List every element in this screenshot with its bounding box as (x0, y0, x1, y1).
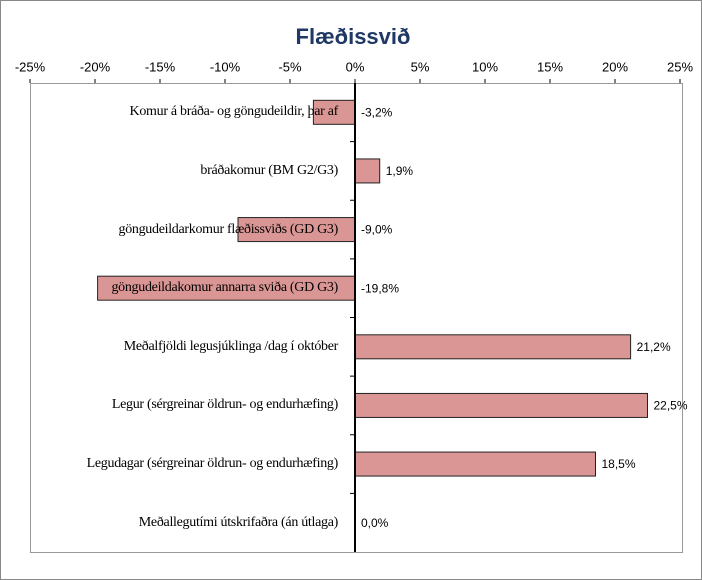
value-label: -9,0% (361, 223, 393, 237)
x-tick-label: 25% (667, 59, 693, 74)
value-label: -19,8% (361, 281, 399, 295)
x-tick-label: 10% (472, 59, 498, 74)
value-label: 1,9% (386, 164, 414, 178)
value-label: 21,2% (637, 340, 671, 354)
chart-title: Flæðissvið (296, 24, 411, 49)
category-label: göngudeildarkomur flæðissviðs (GD G3) (118, 221, 339, 237)
category-label: bráðakomur (BM G2/G3) (200, 162, 338, 178)
bar (312, 99, 356, 125)
category-label: Legur (sérgreinar öldrun- og endurhæfing… (111, 397, 338, 413)
x-tick-label: 15% (537, 59, 563, 74)
x-tick-label: 5% (411, 59, 430, 74)
x-tick-label: -20% (80, 59, 111, 74)
category-label: Meðalfjöldi legusjúklinga /dag í október (123, 338, 339, 354)
bar (354, 158, 381, 184)
x-tick-label: -25% (15, 59, 46, 74)
x-tick-label: 0% (346, 59, 365, 74)
bar (97, 275, 356, 301)
bar (354, 392, 648, 418)
category-label: Meðallegutími útskrifaðra (án útlaga) (138, 514, 339, 530)
category-label: Komur á bráða- og göngudeildir, þar af (129, 104, 339, 120)
bar (354, 451, 596, 477)
category-label: Legudagar (sérgreinar öldrun- og endurhæ… (86, 456, 339, 472)
value-label: -3,2% (361, 105, 393, 119)
value-label: 18,5% (602, 457, 636, 471)
value-label: 22,5% (654, 399, 688, 413)
category-label: göngudeildakomur annarra sviða (GD G3) (111, 280, 338, 296)
x-tick-label: -5% (278, 59, 302, 74)
value-label: 0,0% (361, 516, 389, 530)
x-tick-label: -15% (145, 59, 176, 74)
x-tick-label: -10% (210, 59, 241, 74)
x-tick-label: 20% (602, 59, 628, 74)
bar (354, 334, 632, 360)
plot-area (30, 83, 683, 553)
